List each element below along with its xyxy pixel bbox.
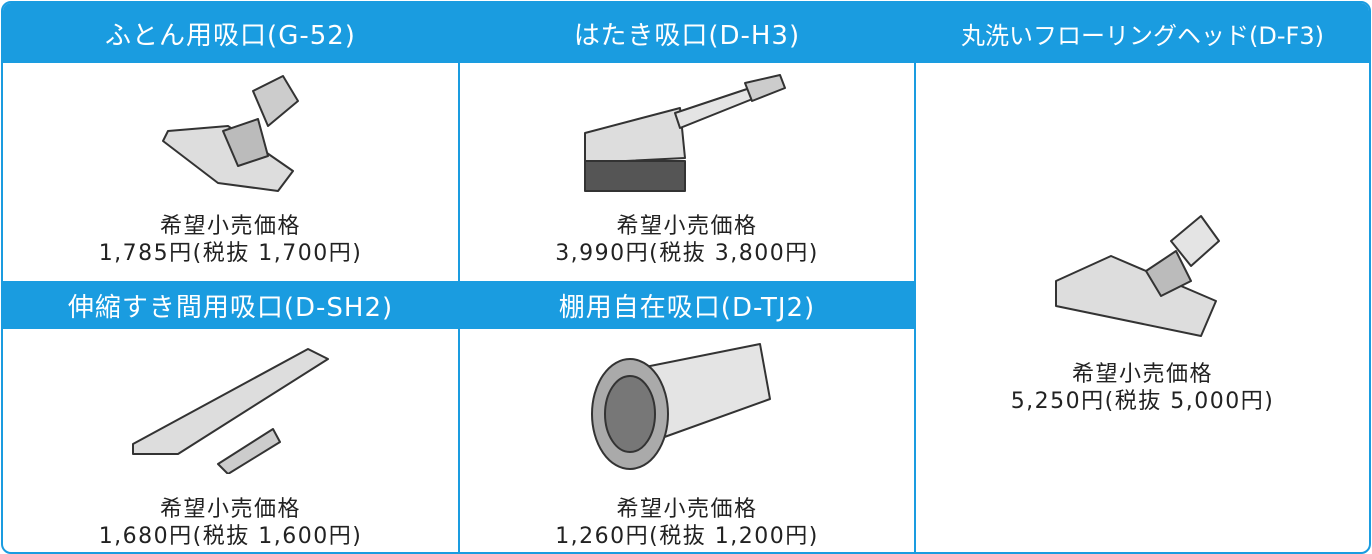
price: 5,250円(税抜 5,000円) [1010, 389, 1275, 414]
price: 1,680円(税抜 1,600円) [98, 524, 363, 549]
divider [458, 3, 460, 552]
price-label: 希望小売価格 [159, 497, 301, 522]
product-cell: 希望小売価格 5,250円(税抜 5,000円) [916, 63, 1369, 552]
product-cell: 希望小売価格 3,990円(税抜 3,800円) [460, 63, 914, 281]
product-image [584, 74, 786, 192]
product-name: 棚用自在吸口(D-TJ2) [460, 281, 914, 329]
product-cell: 希望小売価格 1,260円(税抜 1,200円) [460, 329, 914, 552]
product-cell: 希望小売価格 1,680円(税抜 1,600円) [3, 329, 458, 552]
product-image [162, 75, 299, 192]
product-cell: 希望小売価格 1,785円(税抜 1,700円) [3, 63, 458, 281]
product-image [132, 348, 329, 474]
divider [914, 3, 916, 552]
price: 3,990円(税抜 3,800円) [555, 241, 819, 266]
price: 1,260円(税抜 1,200円) [555, 524, 819, 549]
product-name: ふとん用吸口(G-52) [3, 3, 458, 63]
price-label: 希望小売価格 [616, 497, 758, 522]
price-label: 希望小売価格 [616, 214, 758, 239]
price: 1,785円(税抜 1,700円) [98, 241, 363, 266]
product-name: 伸縮すき間用吸口(D-SH2) [3, 281, 458, 329]
product-image [1055, 215, 1220, 337]
product-image [591, 343, 771, 470]
product-name: はたき吸口(D-H3) [460, 3, 914, 63]
price-label: 希望小売価格 [159, 214, 301, 239]
product-name: 丸洗いフローリングヘッド(D-F3) [916, 3, 1369, 63]
price-label: 希望小売価格 [1071, 362, 1213, 387]
